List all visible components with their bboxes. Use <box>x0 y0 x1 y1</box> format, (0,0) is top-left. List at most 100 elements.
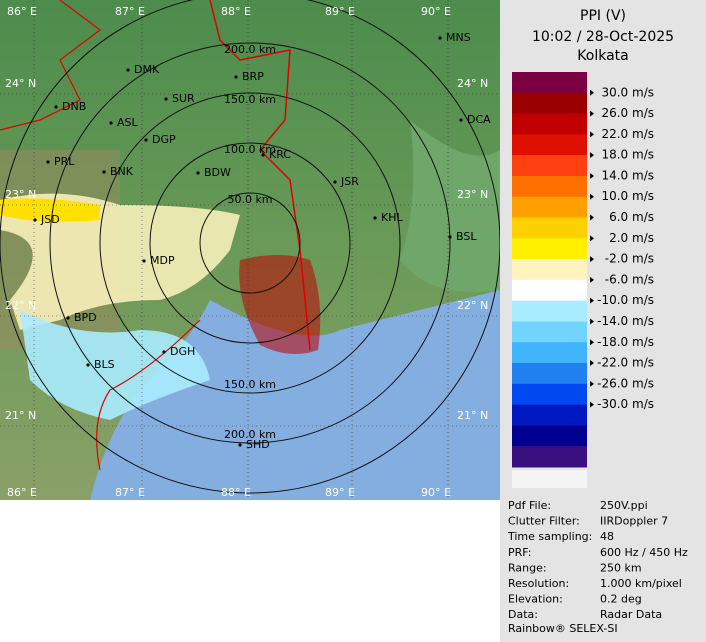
legend-swatch <box>512 446 587 468</box>
legend-swatch <box>512 279 587 302</box>
info-value: 48 <box>600 530 614 543</box>
info-key: Resolution: <box>508 577 569 590</box>
ring-label: 50.0 km <box>227 193 272 206</box>
legend-tick <box>590 110 594 117</box>
info-value: Radar Data <box>600 608 662 621</box>
legend-swatch <box>512 72 587 94</box>
city-label: BLS <box>94 358 115 371</box>
city-dot <box>109 121 113 125</box>
city-label: BDW <box>204 166 231 179</box>
legend-swatch <box>512 404 587 426</box>
legend-tick <box>590 318 594 325</box>
legend-tick <box>590 193 594 200</box>
legend-hatch <box>512 470 587 488</box>
legend-label: 30.0 m/s <box>601 85 654 99</box>
info-key: Data: <box>508 608 538 621</box>
city-label: JSR <box>340 175 359 188</box>
legend-tick <box>590 360 594 367</box>
city-dot <box>333 180 337 184</box>
ring-label: 200.0 km <box>224 43 276 56</box>
city-dot <box>102 170 106 174</box>
info-value: 1.000 km/pixel <box>600 577 682 590</box>
city-label: SHD <box>246 438 270 451</box>
lat-label: 24° N <box>457 77 488 90</box>
legend-tick <box>590 89 594 96</box>
lon-label: 89° E <box>325 486 355 499</box>
lat-label: 22° N <box>457 299 488 312</box>
info-key: Range: <box>508 561 547 574</box>
legend-label: -2.0 m/s <box>605 252 654 266</box>
lon-label: 88° E <box>221 486 251 499</box>
echo-cream <box>0 193 240 330</box>
border <box>0 0 101 131</box>
ring-label: 150.0 km <box>224 93 276 106</box>
legend-label: 22.0 m/s <box>601 127 654 141</box>
legend-label: 26.0 m/s <box>601 106 654 120</box>
legend-tick <box>590 256 594 263</box>
info-value: 0.2 deg <box>600 593 642 606</box>
blank-area <box>0 500 500 642</box>
time: 10:02 / 28-Oct-2025 <box>532 29 674 45</box>
city-dot <box>33 218 37 222</box>
lat-label: 23° N <box>5 188 36 201</box>
legend-swatch <box>512 217 587 239</box>
ring-label: 150.0 km <box>224 378 276 391</box>
city-dot <box>142 259 146 263</box>
legend-label: -30.0 m/s <box>597 397 654 411</box>
lat-label: 22° N <box>5 299 36 312</box>
legend-label: 6.0 m/s <box>609 210 654 224</box>
legend-tick <box>590 214 594 221</box>
city-label: BNK <box>110 165 134 178</box>
echo-cyan <box>20 310 210 420</box>
city-dot <box>66 316 70 320</box>
legend-label: 14.0 m/s <box>601 168 654 182</box>
city-dot <box>196 171 200 175</box>
range-ring <box>149 142 351 344</box>
city-label: ASL <box>117 116 139 129</box>
legend-swatch <box>512 196 587 219</box>
lon-label: 90° E <box>421 5 451 18</box>
border <box>209 0 311 351</box>
city-dot <box>238 443 242 447</box>
legend-swatch <box>512 425 587 447</box>
city-dot <box>438 36 442 40</box>
lon-label: 86° E <box>7 486 37 499</box>
city-label: MDP <box>150 254 175 267</box>
product: PPI (V) <box>580 8 626 24</box>
sea <box>90 290 500 500</box>
city-dot <box>459 118 463 122</box>
echo-yellow <box>0 198 100 222</box>
lat-label: 21° N <box>457 409 488 422</box>
station: Kolkata <box>577 48 628 64</box>
legend-tick <box>590 131 594 138</box>
city-label: DMK <box>134 63 160 76</box>
info-key: PRF: <box>508 546 531 559</box>
legend-swatch <box>512 259 587 281</box>
city-label: KHL <box>381 211 403 224</box>
lon-label: 87° E <box>115 486 145 499</box>
city-label: BSL <box>456 230 477 243</box>
city-dot <box>261 153 265 157</box>
info-key: Elevation: <box>508 593 563 606</box>
city-dot <box>164 97 168 101</box>
lat-label: 23° N <box>457 188 488 201</box>
info-key: Clutter Filter: <box>508 515 580 528</box>
city-label: DCA <box>467 113 491 126</box>
city-dot <box>234 75 238 79</box>
city-dot <box>46 160 50 164</box>
legend-label: -10.0 m/s <box>597 293 654 307</box>
legend-label: 2.0 m/s <box>609 231 654 245</box>
map-overlay: 50.0 km 100.0 km 150.0 km 150.0 km 200.0 km 2… <box>0 0 501 500</box>
legend-swatch <box>512 92 587 115</box>
lon-label: 86° E <box>7 5 37 18</box>
legend: 30.0 m/s 26.0 m/s 22.0 m/s 18.0 m/s 14.0 m/s… <box>512 72 654 488</box>
lon-label: 87° E <box>115 5 145 18</box>
legend-swatch <box>512 342 587 364</box>
legend-label: -18.0 m/s <box>597 335 654 349</box>
lon-label: 90° E <box>421 486 451 499</box>
city-dot <box>448 235 452 239</box>
info-key: Time sampling: <box>507 530 592 543</box>
legend-swatch <box>512 155 587 177</box>
legend-swatch <box>512 383 587 406</box>
